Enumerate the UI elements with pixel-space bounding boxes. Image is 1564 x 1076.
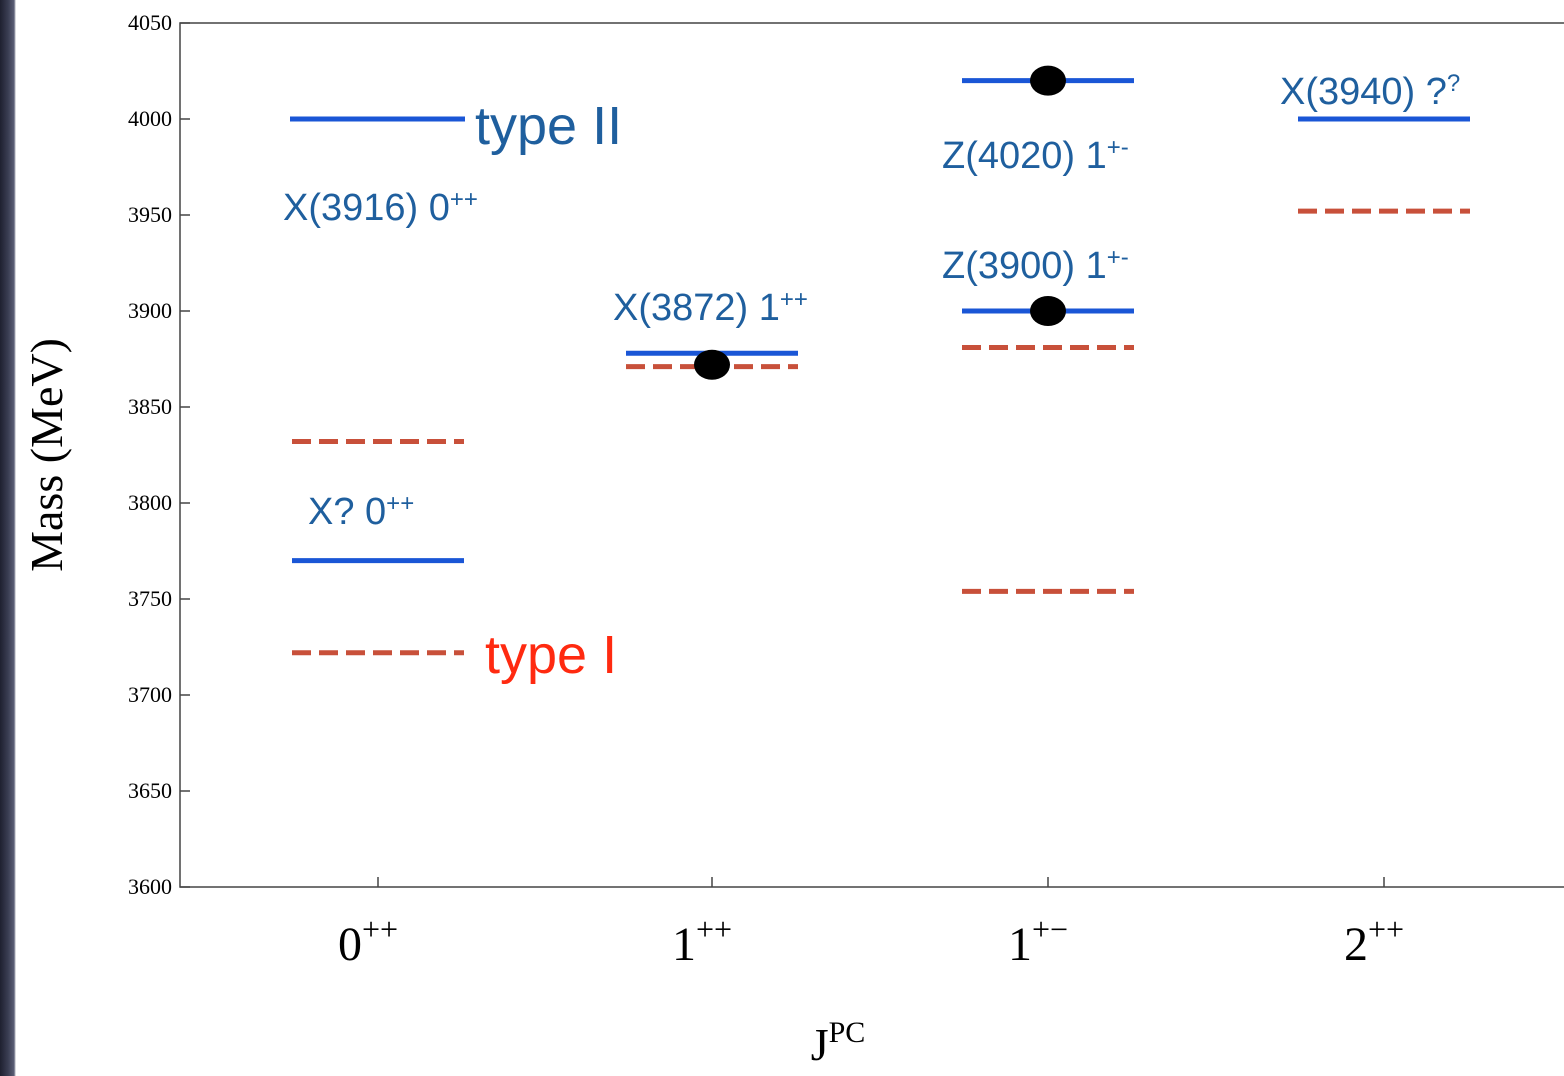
observed-states (694, 65, 1066, 380)
energy-levels (290, 78, 1470, 656)
observed-state-marker (1030, 296, 1066, 326)
annotation-x-unknown-0pp: X? 0++ (308, 490, 414, 533)
annotation-z4020: Z(4020) 1+- (942, 134, 1129, 177)
annotation-x3916: X(3916) 0++ (283, 186, 478, 229)
observed-state-marker (1030, 65, 1066, 96)
x-tick-label: 2++ (1344, 911, 1404, 971)
axes: 3600 3650 3700 3750 3800 3850 3900 3950 4000 4050… (128, 10, 1564, 971)
x-tick-label: 1+− (1008, 911, 1068, 971)
annotation-z3900: Z(3900) 1+- (942, 244, 1129, 287)
legend-type-ii: type II (475, 96, 622, 156)
y-tick-label: 3650 (128, 778, 172, 803)
y-tick-label: 4000 (128, 106, 172, 131)
annotations: X(3916) 0++ X? 0++ X(3872) 1++ Z(4020) 1… (283, 70, 1460, 533)
legend: type II type I (475, 96, 622, 685)
y-tick-label: 3800 (128, 490, 172, 515)
observed-state-marker (694, 349, 730, 380)
legend-type-i: type I (485, 625, 617, 685)
x-axis-label: JPC (811, 1016, 866, 1070)
y-tick-label: 3750 (128, 586, 172, 611)
plot-frame (179, 22, 1564, 888)
x-tick-label: 1++ (672, 911, 732, 971)
y-tick-label: 3950 (128, 202, 172, 227)
annotation-x3872: X(3872) 1++ (613, 286, 808, 329)
x-tick-label: 0++ (338, 911, 398, 971)
y-tick-label: 4050 (128, 10, 172, 35)
y-axis-label: Mass (MeV) (21, 338, 72, 572)
y-tick-label: 3900 (128, 298, 172, 323)
y-tick-label: 3600 (128, 874, 172, 899)
y-tick-label: 3850 (128, 394, 172, 419)
y-tick-label: 3700 (128, 682, 172, 707)
annotation-x3940: X(3940) ?? (1280, 70, 1460, 113)
